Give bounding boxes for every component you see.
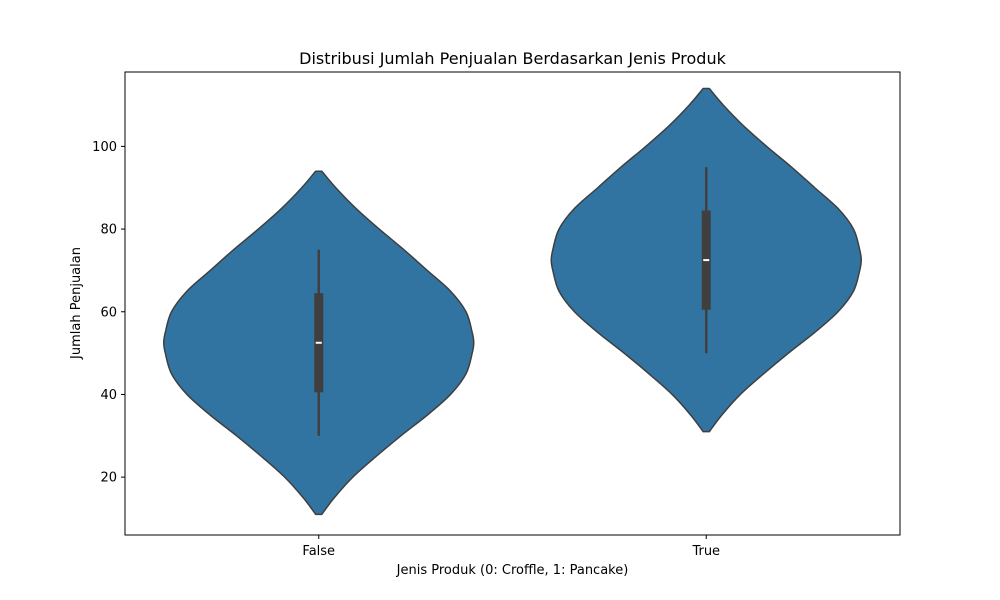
violins-layer	[163, 87, 862, 516]
y-tick-label: 40	[100, 388, 117, 403]
violin-true	[550, 87, 862, 433]
plot-frame	[124, 71, 901, 536]
y-axis-label: Jumlah Penjualan	[69, 247, 84, 360]
y-axis: 20 40 60 80 100	[92, 140, 125, 486]
x-axis-label: Jenis Produk (0: Croffle, 1: Pancake)	[396, 563, 629, 578]
y-tick-label: 20	[100, 471, 117, 486]
x-axis: False True	[302, 535, 720, 559]
y-tick-label: 100	[92, 140, 117, 155]
x-tick-label: False	[302, 544, 335, 559]
y-tick-label: 60	[100, 305, 117, 320]
chart-title: Distribusi Jumlah Penjualan Berdasarkan …	[299, 49, 726, 68]
y-tick-label: 80	[100, 223, 117, 238]
violin-false	[163, 170, 475, 516]
x-tick-label: True	[691, 544, 720, 559]
